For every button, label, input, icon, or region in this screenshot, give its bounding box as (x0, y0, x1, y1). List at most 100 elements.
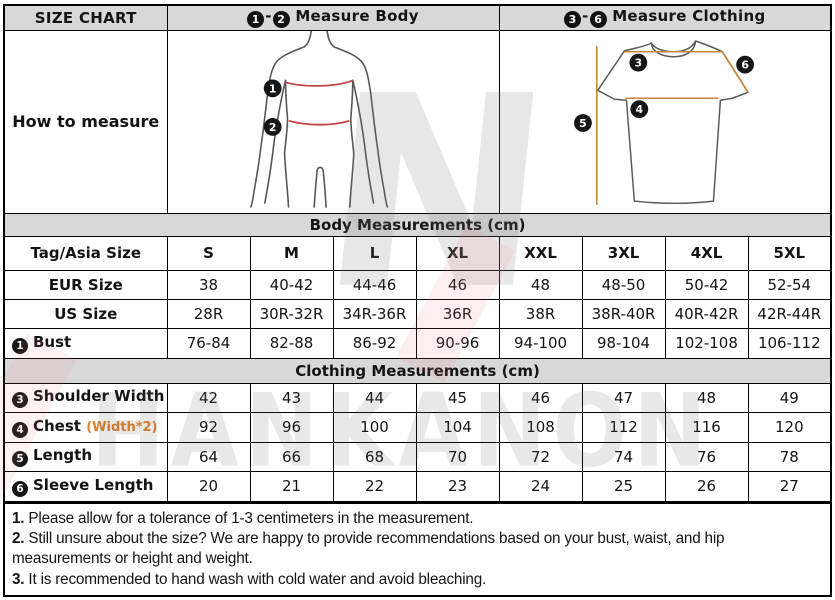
table-header-row: SIZE CHART 1-2 Measure Body 3-6 Measure … (3, 4, 832, 31)
measure-clothing-label: Measure Clothing (612, 7, 766, 26)
body-diagram: 1 2 (249, 31, 388, 208)
size-cell: XXL (498, 235, 583, 271)
row-label: 6 Sleeve Length (3, 470, 168, 503)
how-to-measure-label: How to measure (3, 29, 168, 214)
value-cell: 49 (747, 382, 832, 413)
value-cell: 68 (332, 441, 417, 472)
clothing-diagram-badges: 3 4 5 6 (573, 53, 754, 132)
badge-4-icon: 4 (12, 421, 28, 438)
size-cell: 4XL (664, 235, 749, 271)
value-cell: 72 (498, 441, 583, 472)
badge-4-icon: 4 (635, 103, 643, 116)
note-3: 3. It is recommended to hand wash with c… (12, 570, 487, 588)
value-cell: 36R (415, 298, 500, 329)
value-cell: 102-108 (664, 327, 749, 359)
badge-6-icon: 6 (12, 480, 28, 497)
notes-row: 1. Please allow for a tolerance of 1-3 c… (3, 500, 832, 597)
badge-3-icon: 3 (12, 392, 28, 408)
value-cell: 48 (498, 269, 583, 300)
row-label: US Size (3, 298, 168, 329)
body-measurements-title: Body Measurements (cm) (3, 212, 832, 237)
value-cell: 30R-32R (249, 298, 334, 329)
value-cell: 108 (498, 411, 583, 443)
value-cell: 46 (498, 382, 583, 413)
value-cell: 38 (166, 269, 251, 300)
value-cell: 28R (166, 298, 251, 329)
badge-6-icon: 6 (589, 11, 607, 29)
how-to-measure-row: How to measure (3, 29, 832, 214)
table-row-shoulder: 3 Shoulder Width 42 43 44 45 46 47 48 49 (3, 382, 832, 413)
table-row-sleeve: 6 Sleeve Length 20 21 22 23 24 25 26 27 (3, 470, 832, 503)
table-row-bust: 1 Bust 76-84 82-88 86-92 90-96 94-100 98-… (3, 327, 832, 359)
row-label: 4 Chest (Width*2) (3, 411, 168, 443)
value-cell: 27 (747, 470, 832, 503)
table-row-sizes: Tag/Asia Size S M L XL XXL 3XL 4XL 5XL (3, 235, 832, 271)
table-row-chest: 4 Chest (Width*2) 92 96 100 104 108 112 1… (3, 411, 832, 443)
badge-1-icon: 1 (247, 11, 265, 29)
badge-3-icon: 3 (634, 56, 642, 69)
value-cell: 112 (581, 411, 666, 443)
value-cell: 50-42 (664, 269, 749, 300)
badge-5-icon: 5 (12, 451, 28, 467)
table-row-us: US Size 28R 30R-32R 34R-36R 36R 38R 38R-… (3, 298, 832, 329)
size-chart-table: SIZE CHART 1-2 Measure Body 3-6 Measure … (3, 4, 833, 597)
badge-6-icon: 6 (741, 58, 749, 71)
value-cell: 45 (415, 382, 500, 413)
value-cell: 76-84 (166, 327, 251, 359)
badge-2-icon: 2 (268, 120, 276, 133)
value-cell: 24 (498, 470, 583, 503)
dash: - (265, 7, 272, 26)
size-cell: L (332, 235, 417, 271)
value-cell: 52-54 (747, 269, 832, 300)
badge-1-icon: 1 (12, 337, 28, 354)
table-row-eur: EUR Size 38 40-42 44-46 46 48 48-50 50-4… (3, 269, 832, 300)
value-cell: 70 (415, 441, 500, 472)
value-cell: 44 (332, 382, 417, 413)
value-cell: 44-46 (332, 269, 417, 300)
value-cell: 104 (415, 411, 500, 443)
value-cell: 48 (664, 382, 749, 413)
value-cell: 86-92 (332, 327, 417, 359)
value-cell: 42 (166, 382, 251, 413)
value-cell: 66 (249, 441, 334, 472)
body-diagram-cell: 1 2 (166, 29, 500, 214)
value-cell: 90-96 (415, 327, 500, 359)
value-cell: 26 (664, 470, 749, 503)
body-measurements-band: Body Measurements (cm) (3, 212, 832, 237)
size-cell: S (166, 235, 251, 271)
value-cell: 34R-36R (332, 298, 417, 329)
value-cell: 22 (332, 470, 417, 503)
note-1: 1. Please allow for a tolerance of 1-3 c… (12, 509, 474, 527)
badge-5-icon: 5 (579, 116, 587, 129)
value-cell: 120 (747, 411, 832, 443)
value-cell: 78 (747, 441, 832, 472)
size-cell: XL (415, 235, 500, 271)
notes-section: 1. Please allow for a tolerance of 1-3 c… (3, 500, 832, 597)
size-cell: 5XL (747, 235, 832, 271)
value-cell: 94-100 (498, 327, 583, 359)
row-label: Tag/Asia Size (3, 235, 168, 271)
size-chart-title: SIZE CHART (3, 4, 168, 31)
value-cell: 38R-40R (581, 298, 666, 329)
tshirt-diagram: 3 4 5 6 (573, 39, 754, 205)
value-cell: 40-42 (249, 269, 334, 300)
measure-body-label: Measure Body (295, 7, 419, 26)
value-cell: 64 (166, 441, 251, 472)
badge-3-icon: 3 (564, 11, 582, 29)
row-label: EUR Size (3, 269, 168, 300)
body-diagram-badges: 1 2 (263, 78, 282, 136)
row-label: 1 Bust (3, 327, 168, 359)
badge-2-icon: 2 (272, 11, 290, 29)
clothing-measurements-title: Clothing Measurements (cm) (3, 357, 832, 384)
table-row-length: 5 Length 64 66 68 70 72 74 76 78 (3, 441, 832, 472)
value-cell: 76 (664, 441, 749, 472)
measure-body-header: 1-2 Measure Body (166, 4, 500, 31)
row-label: 3 Shoulder Width (3, 382, 168, 413)
value-cell: 21 (249, 470, 334, 503)
value-cell: 38R (498, 298, 583, 329)
value-cell: 47 (581, 382, 666, 413)
value-cell: 96 (249, 411, 334, 443)
value-cell: 43 (249, 382, 334, 413)
clothing-measurements-band: Clothing Measurements (cm) (3, 357, 832, 384)
dash: - (582, 7, 589, 26)
